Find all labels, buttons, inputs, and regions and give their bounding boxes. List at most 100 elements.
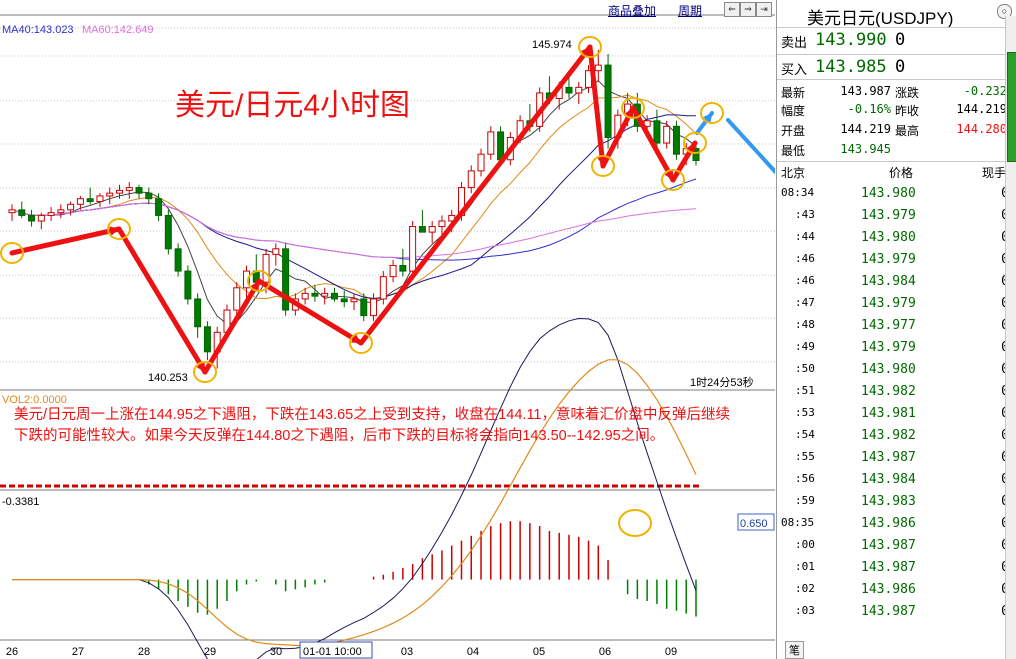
scrollbar-thumb[interactable] — [1007, 52, 1016, 162]
pivot-circle — [661, 169, 685, 191]
candle-body — [282, 248, 290, 311]
candle-body — [330, 292, 338, 300]
tick-price: 143.982 — [861, 428, 916, 443]
divider — [777, 27, 1005, 28]
arrow-head — [686, 143, 695, 153]
stat-value: 144.219 — [956, 102, 1007, 116]
tick-time: :51 — [795, 384, 815, 397]
candle-body — [311, 292, 319, 297]
nav-left-icon[interactable]: ⇐ — [724, 2, 740, 17]
tick-time: :59 — [795, 494, 815, 507]
candle-body — [37, 214, 45, 222]
candle-body — [477, 153, 485, 172]
ma40-label: MA40:143.023 — [2, 24, 74, 36]
candle-body — [379, 276, 387, 300]
x-axis-highlight — [299, 641, 373, 659]
tick-vol: 0 — [973, 494, 1009, 509]
pivot-circle — [247, 270, 271, 292]
candle-body — [233, 287, 241, 311]
tick-price: 143.987 — [861, 450, 916, 465]
low-label: 140.253 — [148, 372, 188, 384]
candle-body — [487, 131, 495, 155]
x-tick-label: 29 — [204, 646, 216, 658]
tick-time: :54 — [795, 428, 815, 441]
tick-price: 143.986 — [861, 516, 916, 531]
candle-body — [194, 298, 202, 328]
bottom-tab[interactable]: 笔 — [785, 641, 804, 659]
sell-price: 143.990 — [815, 30, 887, 50]
x-tick-label: 28 — [138, 646, 150, 658]
nav-end-icon[interactable]: ⇥ — [756, 2, 772, 17]
tick-time: :53 — [795, 406, 815, 419]
stat-label: 开盘 — [781, 124, 806, 138]
tick-price: 143.977 — [861, 318, 916, 333]
macd-value-box — [737, 513, 775, 531]
candle-body — [418, 226, 426, 233]
tick-price: 143.979 — [861, 208, 916, 223]
tick-vol: 0 — [973, 208, 1009, 223]
stat-value: 143.987 — [840, 84, 891, 98]
tick-price: 143.983 — [861, 494, 916, 509]
arrow-head — [351, 334, 361, 343]
candle-body — [604, 64, 612, 138]
trend-arrow — [9, 226, 122, 256]
candle-body — [18, 209, 26, 216]
tick-price: 143.984 — [861, 274, 916, 289]
divider — [777, 54, 1005, 55]
pivot-circle — [193, 361, 217, 383]
candle-body — [438, 220, 446, 228]
candle-body — [243, 270, 251, 289]
chart-title: 美元/日元4小时图 — [175, 89, 411, 122]
tick-price: 143.980 — [861, 362, 916, 377]
macd-dif-line — [12, 317, 697, 659]
candle-body — [692, 148, 700, 161]
candle-body — [301, 292, 309, 300]
candle-body — [497, 131, 505, 161]
pivot-circle — [700, 102, 724, 124]
candle-body — [409, 226, 417, 272]
arrow-head — [250, 281, 259, 291]
nav-right-icon[interactable]: ⇒ — [740, 2, 756, 17]
candle-body — [321, 292, 329, 297]
trend-arrow — [587, 44, 606, 169]
x-tick-label: 05 — [533, 646, 545, 658]
tick-vol: 0 — [973, 186, 1009, 201]
panel-title: 美元日元(USDJPY) — [807, 9, 954, 28]
arrow-head — [196, 362, 205, 372]
stat-label: 昨收 — [895, 104, 920, 118]
macd-right-label: 0.650 — [740, 518, 768, 530]
candle-body — [565, 86, 573, 94]
buy-price: 143.985 — [815, 57, 887, 77]
stat-value: -0.232 — [963, 84, 1007, 98]
candle-body — [155, 198, 163, 216]
tick-vol: 0 — [973, 604, 1009, 619]
panel-close-icon[interactable]: ○ — [997, 4, 1012, 19]
candle-body — [594, 64, 602, 72]
trend-arrow — [256, 278, 364, 346]
sell-vol: 0 — [895, 30, 906, 50]
period-link[interactable]: 周期 — [678, 4, 703, 18]
tick-time: :43 — [795, 208, 815, 221]
x-tick-label: 01-01 10:00 — [303, 646, 362, 658]
scrollbar[interactable] — [1005, 16, 1016, 659]
overlay-link[interactable]: 商品叠加 — [608, 4, 657, 18]
tick-price: 143.980 — [861, 186, 916, 201]
candle-body — [145, 192, 153, 200]
candle-body — [370, 298, 378, 317]
tick-vol: 0 — [973, 450, 1009, 465]
candlestick-chart[interactable]: MA40:143.023 MA60:142.649 145.974 140.253 1时… — [0, 0, 775, 659]
trend-arrow — [202, 278, 262, 375]
tick-time: :01 — [795, 560, 815, 573]
candle-body — [115, 189, 123, 194]
candle-body — [125, 187, 133, 191]
candle-body — [663, 125, 671, 144]
candle-body — [96, 195, 104, 202]
stat-value: -0.16% — [847, 102, 891, 116]
tick-price: 143.984 — [861, 472, 916, 487]
x-tick-label: 30 — [270, 646, 282, 658]
candle-body — [106, 192, 114, 197]
stat-label: 最高 — [895, 124, 920, 138]
candle-body — [350, 298, 358, 303]
tick-vol: 0 — [973, 252, 1009, 267]
tick-price: 143.987 — [861, 560, 916, 575]
